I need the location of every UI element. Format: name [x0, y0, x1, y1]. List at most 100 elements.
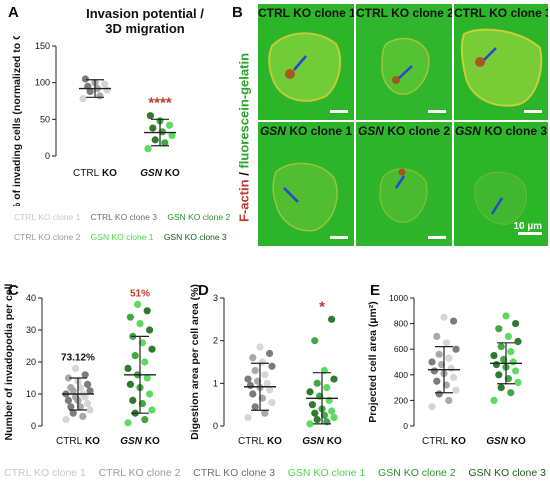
micro-label-ctrl-clone3: CTRL KO clone 3 — [454, 6, 548, 20]
data-point-e-0-5 — [433, 377, 441, 385]
micro-image-ctrl-clone2 — [356, 4, 452, 120]
data-point-c-0-2 — [69, 409, 77, 417]
data-point-c-0-4 — [76, 403, 84, 411]
y-tick-label-a-2: 100 — [35, 78, 50, 88]
y-tick-label-c-4: 40 — [26, 293, 36, 303]
panel-b-side-label: F-actin / fluorescein-gelatin — [234, 30, 254, 250]
legend-a-item-3: GSN KO clone 2 — [167, 212, 231, 222]
data-point-e-0-13 — [435, 350, 443, 358]
data-point-d-1-8 — [308, 401, 316, 409]
data-point-e-0-1 — [445, 396, 453, 404]
annotation-d-0: * — [319, 298, 325, 315]
data-point-c-1-8 — [126, 380, 134, 388]
data-point-e-0-2 — [435, 390, 443, 398]
side-label-separator: / — [236, 168, 252, 180]
micro-label-ctrl-clone1: CTRL KO clone 1 — [258, 6, 354, 20]
data-point-c-1-18 — [136, 320, 144, 328]
data-point-e-0-14 — [452, 345, 460, 353]
data-point-d-1-0 — [306, 420, 314, 428]
bottom-legend-item-3: CTRL KO clone 3 — [193, 467, 276, 479]
data-point-c-0-0 — [62, 416, 70, 424]
data-point-e-1-18 — [502, 312, 510, 320]
y-axis-label-e: Projected cell area (µm²) — [367, 301, 379, 423]
data-point-c-1-13 — [131, 352, 139, 360]
chart-e: 0 200 400 600 800 1000 Projected cell area (µm… — [367, 293, 526, 447]
y-tick-label-a-1: 50 — [40, 114, 50, 124]
data-point-c-0-8 — [64, 396, 72, 404]
data-point-e-1-8 — [492, 360, 500, 369]
data-point-c-1-12 — [141, 358, 149, 366]
data-point-e-1-6 — [512, 367, 520, 375]
data-point-d-0-1 — [261, 409, 269, 417]
data-point-c-0-14 — [86, 387, 94, 395]
data-point-e-0-17 — [450, 317, 458, 325]
data-point-e-1-17 — [512, 320, 520, 328]
data-point-e-0-11 — [428, 358, 436, 366]
data-point-c-1-21 — [134, 300, 142, 308]
data-point-e-1-13 — [497, 343, 505, 351]
x-tick-label-a-0: CTRL KO — [73, 168, 117, 179]
bottom-legend-item-1: CTRL KO clone 1 — [4, 467, 86, 479]
legend-a-item-5: GSN KO clone 1 — [90, 232, 154, 242]
micro-ctrl-clone3: CTRL KO clone 3 — [454, 4, 548, 120]
data-point-e-0-9 — [447, 364, 455, 372]
data-point-e-0-6 — [450, 373, 458, 381]
annotation-c-2: * — [137, 284, 143, 286]
micro-image-gsn-clone2 — [356, 122, 452, 246]
data-point-e-0-8 — [430, 367, 438, 375]
data-point-d-1-2 — [313, 416, 321, 424]
data-point-c-0-21 — [72, 364, 80, 372]
data-point-e-0-3 — [452, 386, 460, 394]
y-tick-label-c-3: 30 — [26, 325, 36, 335]
data-point-c-1-14 — [148, 345, 156, 353]
annotation-c-1: 51% — [130, 288, 150, 299]
y-tick-label-e-2: 400 — [394, 370, 408, 380]
data-point-c-1-17 — [146, 326, 154, 334]
data-point-c-0-16 — [67, 384, 75, 392]
data-point-d-0-18 — [256, 343, 264, 351]
x-tick-label-c-0: CTRL KO — [56, 436, 100, 447]
data-point-d-1-13 — [313, 379, 321, 387]
data-point-d-0-13 — [251, 366, 259, 375]
data-point-a-1-5 — [149, 124, 157, 132]
data-point-e-1-12 — [507, 348, 515, 356]
data-point-e-0-18 — [440, 313, 448, 321]
annotation-a-0: **** — [148, 95, 172, 112]
data-point-e-1-2 — [497, 384, 505, 392]
data-point-c-0-17 — [84, 380, 92, 388]
panel-letter-b: B — [232, 4, 243, 21]
annotation-c-0: 73.12% — [61, 352, 95, 363]
chart-a: 0 50 100 150 % of invading cells (normalized… — [11, 36, 180, 206]
micro-image-ctrl-clone3 — [454, 4, 548, 120]
micro-gsn-clone2: GSN KO clone 2 — [356, 122, 452, 246]
data-point-d-1-14 — [330, 375, 338, 383]
data-point-d-1-5 — [311, 409, 319, 417]
y-axis-label-d: Digestion area per cell area (%) — [189, 284, 201, 440]
data-point-d-1-11 — [306, 388, 314, 396]
data-point-a-0-0 — [79, 95, 87, 103]
bottom-legend-item-6: GSN KO clone 3 — [468, 467, 546, 479]
legend-a-item-2: CTRL KO clone 3 — [90, 212, 157, 222]
panel-letter-d: D — [198, 282, 209, 299]
data-point-d-0-12 — [261, 371, 269, 379]
data-point-a-0-8 — [81, 75, 89, 83]
data-point-e-0-0 — [428, 403, 436, 411]
y-axis-label-a: % of invading cells (normalized to CTRL … — [11, 36, 23, 206]
micro-label-gsn-clone2: GSN KO clone 2 — [357, 124, 451, 138]
data-point-c-0-3 — [86, 406, 94, 414]
y-tick-label-e-3: 600 — [394, 344, 408, 354]
data-point-e-1-0 — [490, 396, 498, 404]
x-tick-label-d-0: CTRL KO — [238, 436, 282, 447]
micro-label-ctrl-clone2: CTRL KO clone 2 — [356, 6, 452, 20]
legend-a-row1: CTRL KO clone 1 CTRL KO clone 3 GSN KO c… — [14, 212, 238, 222]
data-point-d-0-9 — [263, 379, 271, 387]
data-point-a-1-3 — [168, 131, 176, 140]
data-point-d-0-14 — [268, 362, 276, 370]
micro-ctrl-clone2: CTRL KO clone 2 — [356, 4, 452, 120]
data-point-a-1-8 — [146, 112, 154, 120]
data-point-c-0-6 — [84, 400, 92, 408]
legend-a-item-6: GSN KO clone 3 — [163, 232, 227, 242]
data-point-d-0-6 — [266, 386, 274, 394]
data-point-e-1-5 — [495, 371, 503, 379]
